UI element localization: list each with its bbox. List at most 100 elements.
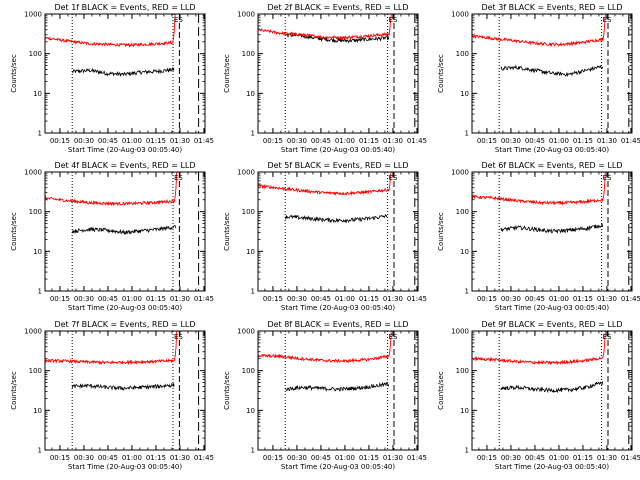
- y-tick-label: 1: [251, 447, 255, 455]
- series-lld-line: [45, 331, 178, 366]
- y-tick-label: 10: [33, 248, 42, 256]
- x-tick-label: 01:00: [335, 454, 355, 462]
- y-tick-label: 100: [456, 50, 469, 58]
- marker-es-label: ES: [389, 174, 398, 182]
- x-tick-label: 00:30: [501, 295, 521, 303]
- y-axis-label: Counts/sec: [10, 371, 18, 410]
- panel-det-5: Det 5f BLACK = Events, RED = LLD Counts/s…: [223, 161, 427, 312]
- marker-es-label: ES: [389, 16, 398, 24]
- x-tick-label: 01:45: [194, 454, 214, 462]
- plot-frame: [471, 13, 633, 134]
- x-tick-label: 00:15: [263, 454, 283, 462]
- y-axis-label: Counts/sec: [437, 212, 445, 251]
- x-tick-label: 01:30: [383, 295, 403, 303]
- panel-title: Det 7f BLACK = Events, RED = LLD: [54, 320, 195, 329]
- y-tick-label: 100: [242, 208, 255, 216]
- x-axis-label: Start Time (20-Aug-03 00:05:40): [68, 146, 182, 154]
- y-tick-label: 100: [29, 367, 42, 375]
- x-tick-label: 00:15: [477, 454, 497, 462]
- y-axis-label: Counts/sec: [10, 54, 18, 93]
- series-lld-line: [45, 14, 176, 48]
- y-tick-label: 10: [246, 90, 255, 98]
- panel-title: Det 3f BLACK = Events, RED = LLD: [481, 3, 622, 12]
- y-tick-label: 1000: [237, 11, 255, 19]
- y-tick-label: 10: [246, 407, 255, 415]
- y-axis-label: Counts/sec: [10, 212, 18, 251]
- panel-det-8: Det 8f BLACK = Events, RED = LLD Counts/s…: [223, 320, 427, 471]
- plot-frame: [257, 171, 419, 292]
- y-tick-label: 1: [251, 130, 255, 138]
- panel-det-2: Det 2f BLACK = Events, RED = LLD Counts/s…: [223, 3, 427, 154]
- panel-title: Det 8f BLACK = Events, RED = LLD: [267, 320, 408, 329]
- x-tick-label: 00:45: [98, 454, 118, 462]
- panel-det-7: Det 7f BLACK = Events, RED = LLD Counts/s…: [10, 320, 214, 471]
- x-tick-label: 00:45: [98, 295, 118, 303]
- x-tick-label: 00:45: [98, 137, 118, 145]
- x-tick-label: 00:45: [525, 454, 545, 462]
- x-tick-label: 00:15: [477, 295, 497, 303]
- panel-title: Det 5f BLACK = Events, RED = LLD: [267, 161, 408, 170]
- x-tick-label: 01:00: [122, 454, 142, 462]
- x-tick-label: 00:45: [525, 295, 545, 303]
- x-tick-label: 00:30: [287, 137, 307, 145]
- panel-title: Det 1f BLACK = Events, RED = LLD: [54, 3, 195, 12]
- x-tick-label: 01:45: [194, 295, 214, 303]
- series-lld-line: [472, 172, 606, 206]
- x-tick-label: 00:30: [501, 137, 521, 145]
- plot-frame: [471, 171, 633, 292]
- x-tick-label: 00:45: [311, 454, 331, 462]
- plot-frame: [44, 171, 206, 292]
- series-lld-line: [472, 14, 606, 47]
- y-tick-label: 1000: [451, 169, 469, 177]
- series-events-line: [284, 214, 388, 224]
- marker-es-label: ES: [174, 333, 183, 341]
- y-tick-label: 1: [38, 130, 42, 138]
- series-events-line: [71, 225, 177, 236]
- marker-es-label: ES: [389, 333, 398, 341]
- y-tick-label: 1: [38, 447, 42, 455]
- x-tick-label: 00:30: [74, 295, 94, 303]
- x-tick-label: 00:15: [50, 137, 70, 145]
- x-tick-label: 01:00: [549, 137, 569, 145]
- series-events-line: [284, 381, 390, 393]
- x-tick-label: 01:00: [335, 295, 355, 303]
- x-tick-label: 01:30: [383, 454, 403, 462]
- x-tick-label: 00:45: [311, 295, 331, 303]
- x-tick-label: 01:45: [194, 137, 214, 145]
- y-tick-label: 1000: [24, 11, 42, 19]
- panel-det-3: Det 3f BLACK = Events, RED = LLD Counts/s…: [437, 3, 640, 154]
- x-tick-label: 00:45: [525, 137, 545, 145]
- x-tick-label: 01:00: [549, 454, 569, 462]
- y-tick-label: 10: [246, 248, 255, 256]
- y-tick-label: 1000: [237, 169, 255, 177]
- y-tick-label: 1: [251, 288, 255, 296]
- y-tick-label: 100: [29, 208, 42, 216]
- x-tick-label: 00:30: [74, 137, 94, 145]
- y-tick-label: 100: [456, 208, 469, 216]
- plot-frame: [471, 330, 633, 451]
- y-axis-label: Counts/sec: [223, 54, 231, 93]
- marker-es-label: ES: [174, 16, 183, 24]
- x-tick-label: 01:15: [573, 295, 593, 303]
- panel-det-1: Det 1f BLACK = Events, RED = LLD Counts/s…: [10, 3, 214, 154]
- x-tick-label: 00:15: [263, 137, 283, 145]
- x-axis-label: Start Time (20-Aug-03 00:05:40): [495, 463, 609, 471]
- x-tick-label: 00:30: [287, 454, 307, 462]
- plot-frame: [257, 13, 419, 134]
- x-tick-label: 01:30: [383, 137, 403, 145]
- x-tick-label: 00:30: [74, 454, 94, 462]
- series-events-line: [71, 66, 175, 77]
- x-tick-label: 01:45: [407, 295, 427, 303]
- x-axis-label: Start Time (20-Aug-03 00:05:40): [68, 463, 182, 471]
- series-lld-line: [472, 331, 606, 366]
- series-lld-line: [258, 331, 392, 364]
- x-axis-label: Start Time (20-Aug-03 00:05:40): [281, 304, 395, 312]
- series-events-line: [500, 64, 604, 78]
- x-axis-label: Start Time (20-Aug-03 00:05:40): [495, 304, 609, 312]
- y-tick-label: 100: [29, 50, 42, 58]
- marker-es-label: ES: [603, 16, 612, 24]
- panel-det-6: Det 6f BLACK = Events, RED = LLD Counts/s…: [437, 161, 640, 312]
- x-tick-label: 00:45: [311, 137, 331, 145]
- panel-title: Det 4f BLACK = Events, RED = LLD: [54, 161, 195, 170]
